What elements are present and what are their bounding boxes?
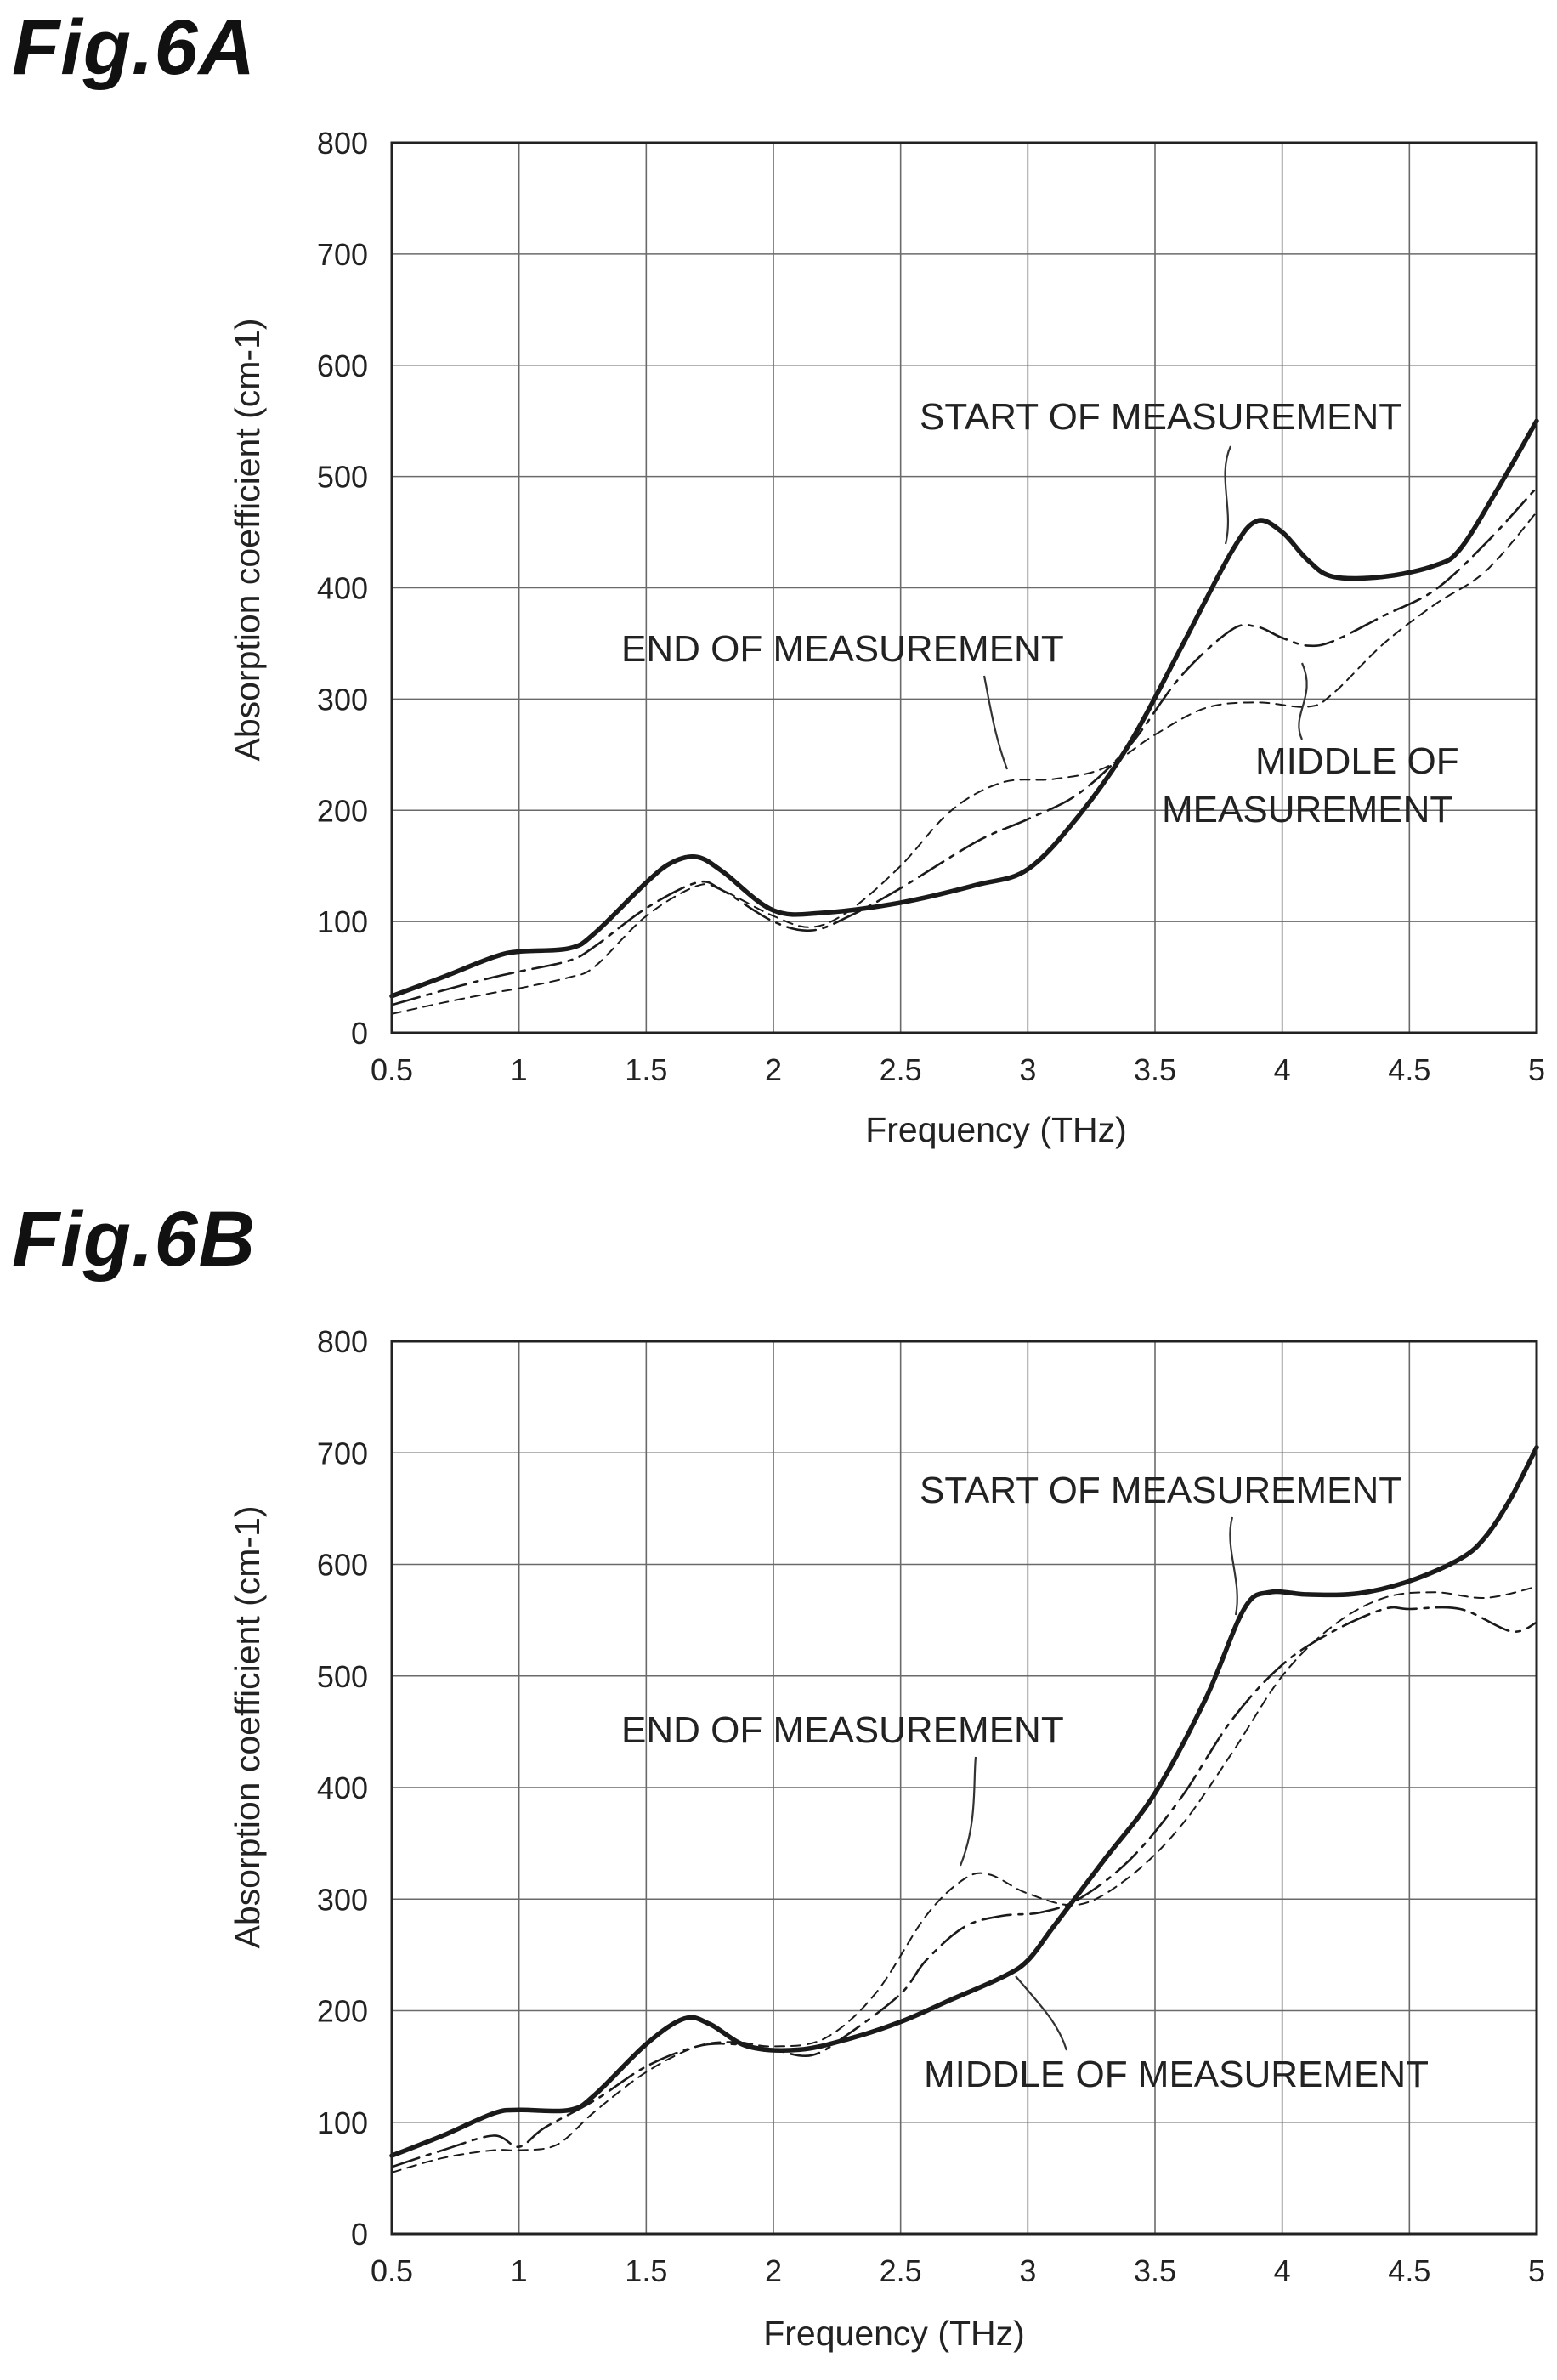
tick-labels: 0.5 1 1.5 2 2.5 3 3.5 4 4.5 5 0 100 200 300 400 500 600 7…	[317, 1324, 1545, 2288]
x-tick-label: 1	[511, 2253, 528, 2288]
y-axis-label: Absorption coefficient (cm-1)	[228, 318, 267, 761]
y-tick-label: 200	[317, 1994, 368, 2029]
x-tick-label: 4	[1274, 2253, 1291, 2288]
y-tick-label: 200	[317, 793, 368, 828]
y-tick-label: 500	[317, 1659, 368, 1694]
y-tick-label: 300	[317, 682, 368, 717]
x-tick-label: 2.5	[880, 2253, 922, 2288]
y-tick-label: 500	[317, 460, 368, 495]
series-line-middle-of-measurement	[390, 1606, 1538, 2168]
y-tick-label: 400	[317, 571, 368, 606]
leader-end	[959, 1756, 977, 1867]
figure-title-6a: Fig.6A	[12, 4, 257, 91]
x-tick-label: 0.5	[371, 2253, 413, 2288]
y-tick-label: 700	[317, 1436, 368, 1470]
x-tick-label: 5	[1528, 2253, 1545, 2288]
x-tick-label: 3	[1019, 2253, 1036, 2288]
x-tick-label: 4.5	[1388, 2253, 1430, 2288]
series-lines	[389, 1444, 1539, 2173]
y-tick-label: 300	[317, 1882, 368, 1917]
x-tick-label: 2	[765, 2253, 782, 2288]
plot-frame	[390, 1340, 1538, 2236]
x-tick-label: 1	[511, 1052, 528, 1087]
y-tick-label: 0	[351, 1016, 368, 1051]
y-tick-label: 100	[317, 2105, 368, 2140]
series-line-start-of-measurement	[389, 1444, 1539, 2158]
annotation-end: END OF MEASUREMENT	[621, 1709, 1064, 1751]
grid	[391, 142, 1537, 1034]
x-axis-label: Frequency (THz)	[763, 2314, 1025, 2353]
chart-fig-6a: 0.5 1 1.5 2 2.5 3 3.5 4 4.5 5 0 100 200 300 400 500 600 7…	[228, 126, 1545, 1149]
x-tick-label: 0.5	[371, 1052, 413, 1087]
annotation-middle: MIDDLE OF MEASUREMENT	[924, 2054, 1429, 2095]
annotation-start: START OF MEASUREMENT	[920, 396, 1401, 438]
plot-frame	[390, 141, 1538, 1034]
series-line-end-of-measurement	[391, 511, 1537, 1015]
leader-end	[982, 675, 1009, 770]
y-tick-label: 800	[317, 126, 368, 161]
y-tick-label: 400	[317, 1771, 368, 1805]
series-line-middle-of-measurement	[390, 486, 1538, 1006]
y-axis-label: Absorption coefficient (cm-1)	[228, 1505, 267, 1948]
leader-middle	[1298, 662, 1308, 740]
x-tick-label: 4	[1274, 1052, 1291, 1087]
figure-title-6b: Fig.6B	[12, 1196, 257, 1283]
x-tick-label: 4.5	[1388, 1052, 1430, 1087]
series-line-start-of-measurement	[389, 418, 1539, 999]
x-tick-label: 3.5	[1134, 1052, 1176, 1087]
annotation-middle-line1: MIDDLE OF	[1255, 740, 1459, 782]
series-line-end-of-measurement	[391, 1585, 1537, 2173]
leader-start	[1229, 1516, 1238, 1616]
series-lines	[389, 418, 1539, 1015]
y-tick-label: 700	[317, 237, 368, 272]
y-tick-label: 0	[351, 2217, 368, 2252]
annotation-middle-line2: MEASUREMENT	[1162, 789, 1452, 830]
leader-start	[1224, 445, 1232, 545]
x-tick-label: 1.5	[625, 2253, 667, 2288]
chart-fig-6b: 0.5 1 1.5 2 2.5 3 3.5 4 4.5 5 0 100 200 300 400 500 600 7…	[228, 1324, 1545, 2353]
x-tick-label: 3.5	[1134, 2253, 1176, 2288]
tick-labels: 0.5 1 1.5 2 2.5 3 3.5 4 4.5 5 0 100 200 300 400 500 600 7…	[317, 126, 1545, 1087]
y-tick-label: 600	[317, 1548, 368, 1583]
x-tick-label: 2	[765, 1052, 782, 1087]
y-tick-label: 100	[317, 904, 368, 939]
x-tick-label: 2.5	[880, 1052, 922, 1087]
annotation-start: START OF MEASUREMENT	[920, 1470, 1401, 1511]
y-tick-label: 600	[317, 348, 368, 383]
x-axis-label: Frequency (THz)	[865, 1110, 1127, 1149]
x-tick-label: 1.5	[625, 1052, 667, 1087]
x-tick-label: 5	[1528, 1052, 1545, 1087]
annotation-end: END OF MEASUREMENT	[621, 628, 1064, 670]
leader-middle	[1015, 1975, 1068, 2051]
y-tick-label: 800	[317, 1324, 368, 1359]
x-tick-label: 3	[1019, 1052, 1036, 1087]
